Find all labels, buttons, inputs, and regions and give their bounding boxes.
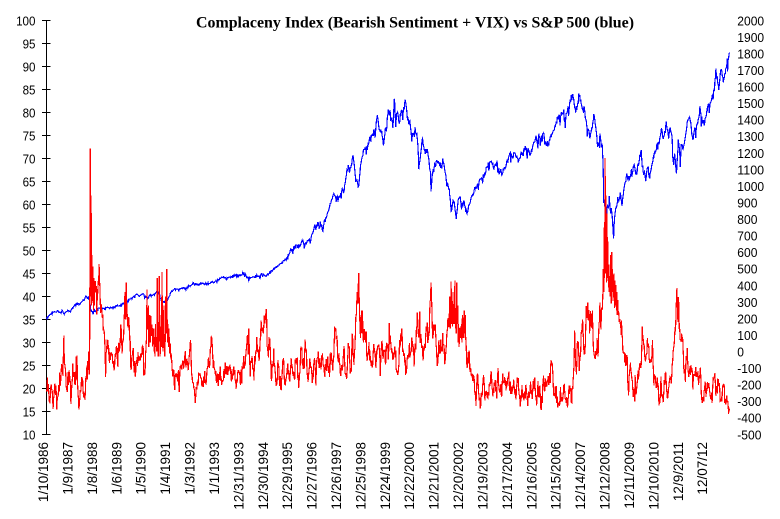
svg-text:1100: 1100 — [737, 162, 764, 177]
svg-text:-500: -500 — [737, 427, 761, 442]
svg-text:12/30/1994: 12/30/1994 — [256, 442, 271, 510]
svg-text:1800: 1800 — [737, 46, 764, 61]
svg-text:400: 400 — [737, 278, 757, 293]
svg-text:800: 800 — [737, 212, 757, 227]
svg-text:1300: 1300 — [737, 129, 764, 144]
svg-text:25: 25 — [23, 358, 36, 373]
svg-text:20: 20 — [23, 381, 36, 396]
svg-text:1/9/1987: 1/9/1987 — [61, 442, 76, 495]
svg-text:12/27/1996: 12/27/1996 — [305, 442, 320, 510]
svg-text:-200: -200 — [737, 378, 761, 393]
svg-text:12/25/1998: 12/25/1998 — [353, 442, 368, 510]
svg-text:35: 35 — [23, 312, 36, 327]
svg-text:-100: -100 — [737, 361, 761, 376]
svg-text:12/20/2002: 12/20/2002 — [451, 442, 466, 510]
svg-text:0: 0 — [737, 345, 744, 360]
svg-text:1700: 1700 — [737, 63, 764, 78]
svg-text:600: 600 — [737, 245, 757, 260]
svg-text:1200: 1200 — [737, 146, 764, 161]
svg-text:12/21/2001: 12/21/2001 — [427, 442, 442, 510]
svg-text:1/8/1988: 1/8/1988 — [85, 442, 100, 495]
svg-text:1/6/1989: 1/6/1989 — [109, 442, 124, 495]
svg-text:1/5/1990: 1/5/1990 — [134, 442, 149, 495]
svg-text:80: 80 — [23, 105, 36, 120]
svg-text:12/31/1993: 12/31/1993 — [231, 442, 246, 510]
svg-text:1/4/1991: 1/4/1991 — [158, 442, 173, 495]
svg-text:55: 55 — [23, 220, 36, 235]
svg-text:45: 45 — [23, 266, 36, 281]
svg-text:500: 500 — [737, 262, 757, 277]
svg-text:1000: 1000 — [737, 179, 764, 194]
svg-text:12/19/2003: 12/19/2003 — [476, 442, 491, 510]
svg-text:30: 30 — [23, 335, 36, 350]
svg-text:-300: -300 — [737, 394, 761, 409]
svg-text:12/07/12: 12/07/12 — [695, 442, 710, 495]
svg-text:40: 40 — [23, 289, 36, 304]
svg-text:Complaceny Index (Bearish Sent: Complaceny Index (Bearish Sentiment + VI… — [196, 15, 634, 32]
svg-text:70: 70 — [23, 151, 36, 166]
svg-text:12/9/2011: 12/9/2011 — [671, 442, 686, 501]
svg-text:12/22/2000: 12/22/2000 — [402, 442, 417, 510]
svg-text:12/15/2006: 12/15/2006 — [549, 442, 564, 510]
svg-text:12/24/1999: 12/24/1999 — [378, 442, 393, 510]
svg-text:60: 60 — [23, 197, 36, 212]
svg-text:85: 85 — [23, 82, 36, 97]
svg-text:1/3/1992: 1/3/1992 — [183, 442, 198, 495]
svg-text:15: 15 — [23, 404, 36, 419]
svg-text:12/29/1995: 12/29/1995 — [280, 442, 295, 510]
svg-text:200: 200 — [737, 311, 757, 326]
svg-text:900: 900 — [737, 196, 757, 211]
svg-text:100: 100 — [16, 13, 35, 28]
svg-text:12/12/2008: 12/12/2008 — [598, 442, 613, 510]
svg-text:12/16/2005: 12/16/2005 — [524, 442, 539, 510]
svg-text:1/10/1986: 1/10/1986 — [36, 442, 51, 502]
svg-text:2000: 2000 — [737, 13, 764, 28]
svg-text:12/14/2007: 12/14/2007 — [573, 442, 588, 510]
svg-text:700: 700 — [737, 229, 757, 244]
svg-text:12/17/2004: 12/17/2004 — [500, 442, 515, 510]
svg-text:1500: 1500 — [737, 96, 764, 111]
svg-text:12/10/2010: 12/10/2010 — [646, 442, 661, 510]
svg-text:12/26/1997: 12/26/1997 — [329, 442, 344, 510]
svg-text:-400: -400 — [737, 411, 761, 426]
svg-text:1400: 1400 — [737, 113, 764, 128]
svg-text:50: 50 — [23, 243, 36, 258]
svg-text:1600: 1600 — [737, 80, 764, 95]
svg-text:1/1/1993: 1/1/1993 — [207, 442, 222, 495]
svg-text:90: 90 — [23, 59, 36, 74]
svg-text:300: 300 — [737, 295, 757, 310]
svg-text:12/11/2009: 12/11/2009 — [622, 442, 637, 509]
svg-text:1900: 1900 — [737, 30, 764, 45]
svg-text:75: 75 — [23, 128, 36, 143]
svg-text:95: 95 — [23, 36, 36, 51]
svg-text:65: 65 — [23, 174, 36, 189]
svg-text:10: 10 — [23, 427, 36, 442]
svg-text:100: 100 — [737, 328, 757, 343]
